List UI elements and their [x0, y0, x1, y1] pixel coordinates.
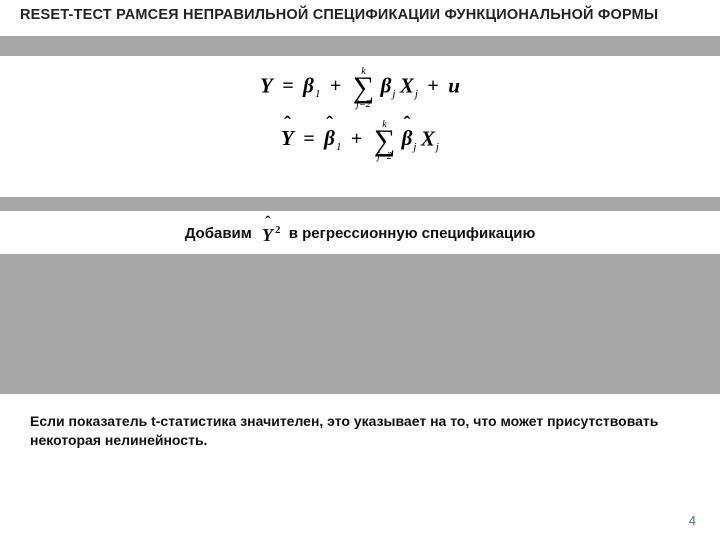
sub-j: j	[391, 88, 395, 100]
equation-2: Y = β1 + k ∑ j=2 βj Xj	[281, 120, 439, 163]
var-Xj2: X	[421, 126, 435, 150]
content-block-bar	[0, 254, 720, 394]
equation-block: Y = β1 + k ∑ j=2 βj Xj + u Y = β1 + k ∑ …	[0, 65, 720, 164]
sub-j2b: j	[435, 141, 439, 153]
page-title: RESET-ТЕСТ РАМСЕЯ НЕПРАВИЛЬНОЙ СПЕЦИФИКА…	[20, 7, 700, 23]
sub-j2: j	[414, 88, 418, 100]
equation-1: Y = β1 + k ∑ j=2 βj Xj + u	[260, 67, 460, 110]
var-u: u	[448, 73, 460, 97]
op-plus: +	[325, 75, 346, 97]
var-Y: Y	[260, 73, 273, 97]
var-betajhat: β	[402, 126, 413, 151]
divider-bar-top	[0, 36, 720, 56]
add-before: Добавим	[185, 225, 252, 242]
yhat-squared: ˆY2	[262, 224, 281, 246]
summation2: k ∑ j=2	[374, 120, 395, 163]
op-eq: =	[277, 75, 298, 97]
add-line: Добавим ˆY2 в регрессионную спецификацию	[0, 224, 720, 246]
op-plus3: +	[346, 128, 367, 150]
sigma-symbol: ∑	[353, 75, 374, 101]
add-after: в регрессионную спецификацию	[289, 225, 536, 242]
var-betaj: β	[381, 73, 392, 97]
sub-1: 1	[314, 88, 321, 100]
var-beta1: β	[303, 73, 314, 97]
var-Yhat: Y	[281, 126, 294, 151]
summation: k ∑ j=2	[353, 67, 374, 110]
sub-1b: 1	[335, 141, 342, 153]
var-Xj: X	[400, 73, 414, 97]
op-plus2: +	[422, 75, 443, 97]
page-number: 4	[689, 513, 696, 528]
sigma-symbol2: ∑	[374, 128, 395, 154]
op-eq2: =	[298, 128, 319, 150]
bottom-text: Если показатель t-статистика значителен,…	[30, 412, 690, 450]
divider-bar-mid	[0, 197, 720, 211]
var-beta1hat: β	[324, 126, 335, 151]
sum-lower2: j=2	[374, 152, 395, 162]
sub-jb: j	[412, 141, 416, 153]
sum-lower: j=2	[353, 100, 374, 110]
